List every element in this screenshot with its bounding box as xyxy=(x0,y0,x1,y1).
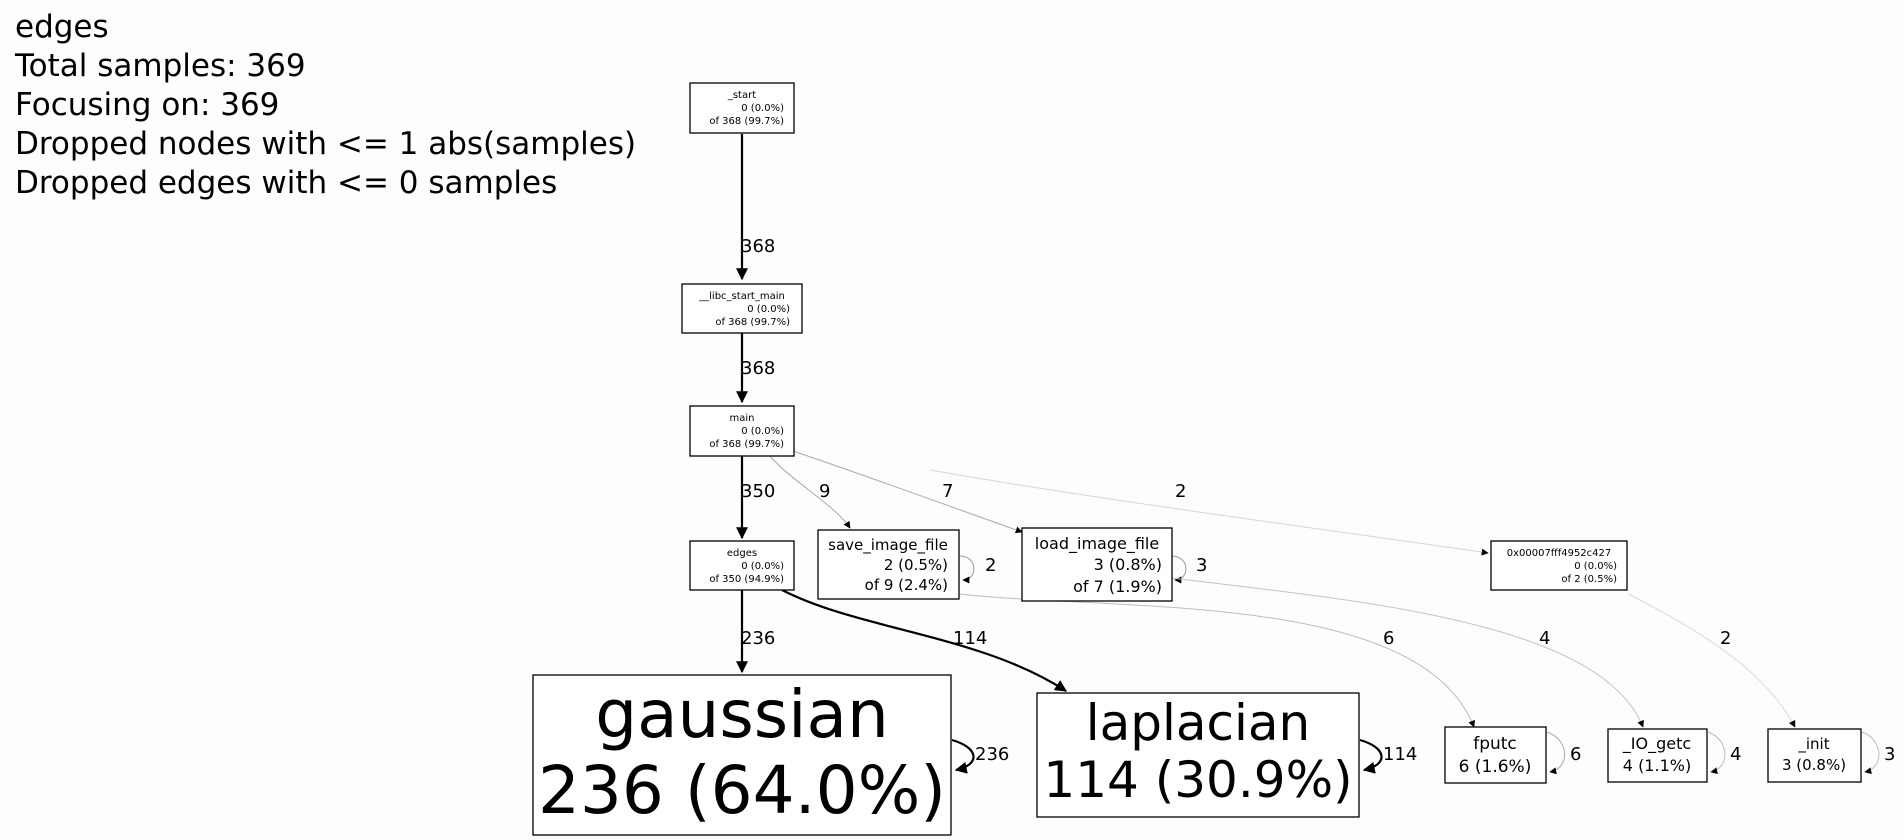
node-flat: 3 (0.8%) xyxy=(1094,555,1162,574)
edge-main-load-image-file[interactable]: 7 xyxy=(789,449,1023,534)
node-cum: of 9 (2.4%) xyxy=(865,576,948,594)
edge-edges-laplacian[interactable]: 114 xyxy=(781,589,1068,692)
edge-label: 350 xyxy=(741,481,775,502)
edge-label: 3 xyxy=(1884,744,1895,765)
edge-load-image-file-io-getc[interactable]: 4 xyxy=(1171,577,1644,728)
edge-label: 2 xyxy=(985,555,996,576)
node-flat: 0 (0.0%) xyxy=(747,304,790,315)
edge-label: 9 xyxy=(819,481,830,502)
edge-main-save-image-file[interactable]: 9 xyxy=(769,455,851,529)
edge-label: 368 xyxy=(741,358,775,379)
node-name: _start xyxy=(727,90,756,101)
header-dropped-edges: Dropped edges with <= 0 samples xyxy=(15,165,558,201)
node-name: main xyxy=(730,413,755,424)
node-flat: 236 (64.0%) xyxy=(538,752,946,829)
node-cum: of 350 (94.9%) xyxy=(709,574,784,585)
node-io-getc[interactable]: _IO_getc 4 (1.1%) xyxy=(1607,728,1708,783)
header-focusing-on: Focusing on: 369 xyxy=(15,87,280,123)
node-load-image-file[interactable]: load_image_file 3 (0.8%) of 7 (1.9%) xyxy=(1021,527,1173,602)
header-total-samples: Total samples: 369 xyxy=(15,48,306,84)
node-name: gaussian xyxy=(595,676,889,753)
node-flat: 2 (0.5%) xyxy=(884,556,948,574)
edge-label: 3 xyxy=(1196,555,1207,576)
node-flat: 4 (1.1%) xyxy=(1623,756,1691,775)
edge-fputc-self[interactable]: 6 xyxy=(1546,731,1581,775)
node-name: 0x00007fff4952c427 xyxy=(1507,548,1612,559)
edge-label: 2 xyxy=(1175,481,1186,502)
node-flat: 3 (0.8%) xyxy=(1782,756,1846,774)
header-dropped-nodes: Dropped nodes with <= 1 abs(samples) xyxy=(15,126,637,162)
edge-label: 114 xyxy=(953,628,987,649)
edge-label: 2 xyxy=(1720,628,1731,649)
edge-libc-main[interactable]: 368 xyxy=(736,333,775,404)
node-start[interactable]: _start 0 (0.0%) of 368 (99.7%) xyxy=(689,82,795,134)
node-libc-start-main[interactable]: __libc_start_main 0 (0.0%) of 368 (99.7%… xyxy=(681,283,803,334)
node-flat: 114 (30.9%) xyxy=(1043,751,1352,809)
edge-label: 4 xyxy=(1730,744,1741,765)
graph-header: edges Total samples: 369 Focusing on: 36… xyxy=(15,8,636,203)
node-name: __libc_start_main xyxy=(698,291,785,302)
edge-main-address[interactable]: 2 xyxy=(929,469,1489,556)
node-laplacian[interactable]: laplacian 114 (30.9%) xyxy=(1036,692,1360,818)
node-flat: 0 (0.0%) xyxy=(741,561,784,572)
node-save-image-file[interactable]: save_image_file 2 (0.5%) of 9 (2.4%) xyxy=(817,529,960,600)
node-cum: of 368 (99.7%) xyxy=(709,439,784,450)
edge-label: 6 xyxy=(1383,628,1394,649)
node-edges[interactable]: edges 0 (0.0%) of 350 (94.9%) xyxy=(689,540,795,591)
node-main[interactable]: main 0 (0.0%) of 368 (99.7%) xyxy=(689,405,795,457)
edge-load-image-file-self[interactable]: 3 xyxy=(1171,555,1207,584)
edge-save-image-file-self[interactable]: 2 xyxy=(959,555,996,584)
header-title: edges xyxy=(15,9,109,45)
edge-io-getc-self[interactable]: 4 xyxy=(1707,731,1741,775)
node-flat: 0 (0.0%) xyxy=(741,426,784,437)
node-flat: 6 (1.6%) xyxy=(1459,757,1532,777)
node-address[interactable]: 0x00007fff4952c427 0 (0.0%) of 2 (0.5%) xyxy=(1490,540,1628,591)
node-cum: of 2 (0.5%) xyxy=(1561,574,1617,585)
node-name: edges xyxy=(727,548,757,559)
node-cum: of 368 (99.7%) xyxy=(715,317,790,328)
node-gaussian[interactable]: gaussian 236 (64.0%) xyxy=(532,674,952,836)
edge-label: 4 xyxy=(1539,628,1550,649)
edge-gaussian-self[interactable]: 236 xyxy=(951,738,1009,774)
nodes-layer: _start 0 (0.0%) of 368 (99.7%) __libc_st… xyxy=(532,82,1862,836)
edge-label: 6 xyxy=(1570,744,1581,765)
edges-layer: 368 368 350 9 7 2 236 xyxy=(736,134,1895,775)
node-name: _IO_getc xyxy=(1622,734,1691,754)
node-name: save_image_file xyxy=(828,536,948,555)
edge-init-self[interactable]: 3 xyxy=(1861,731,1895,775)
edge-label: 236 xyxy=(741,628,775,649)
node-name: load_image_file xyxy=(1035,534,1159,554)
edge-main-edges[interactable]: 350 xyxy=(736,456,775,540)
edge-label: 236 xyxy=(975,744,1009,765)
node-cum: of 7 (1.9%) xyxy=(1073,577,1162,596)
edge-label: 368 xyxy=(741,236,775,257)
edge-edges-gaussian[interactable]: 236 xyxy=(736,590,775,674)
node-name: fputc xyxy=(1473,734,1517,754)
edge-label: 7 xyxy=(942,481,953,502)
node-name: laplacian xyxy=(1086,694,1311,752)
node-fputc[interactable]: fputc 6 (1.6%) xyxy=(1444,726,1547,784)
node-cum: of 368 (99.7%) xyxy=(709,116,784,127)
node-name: _init xyxy=(1797,735,1829,754)
edge-address-init[interactable]: 2 xyxy=(1627,593,1796,728)
edge-laplacian-self[interactable]: 114 xyxy=(1359,738,1417,774)
node-flat: 0 (0.0%) xyxy=(1574,561,1617,572)
edge-label: 114 xyxy=(1383,744,1417,765)
node-flat: 0 (0.0%) xyxy=(741,103,784,114)
node-init[interactable]: _init 3 (0.8%) xyxy=(1767,728,1862,783)
edge-start-libc[interactable]: 368 xyxy=(736,134,775,281)
